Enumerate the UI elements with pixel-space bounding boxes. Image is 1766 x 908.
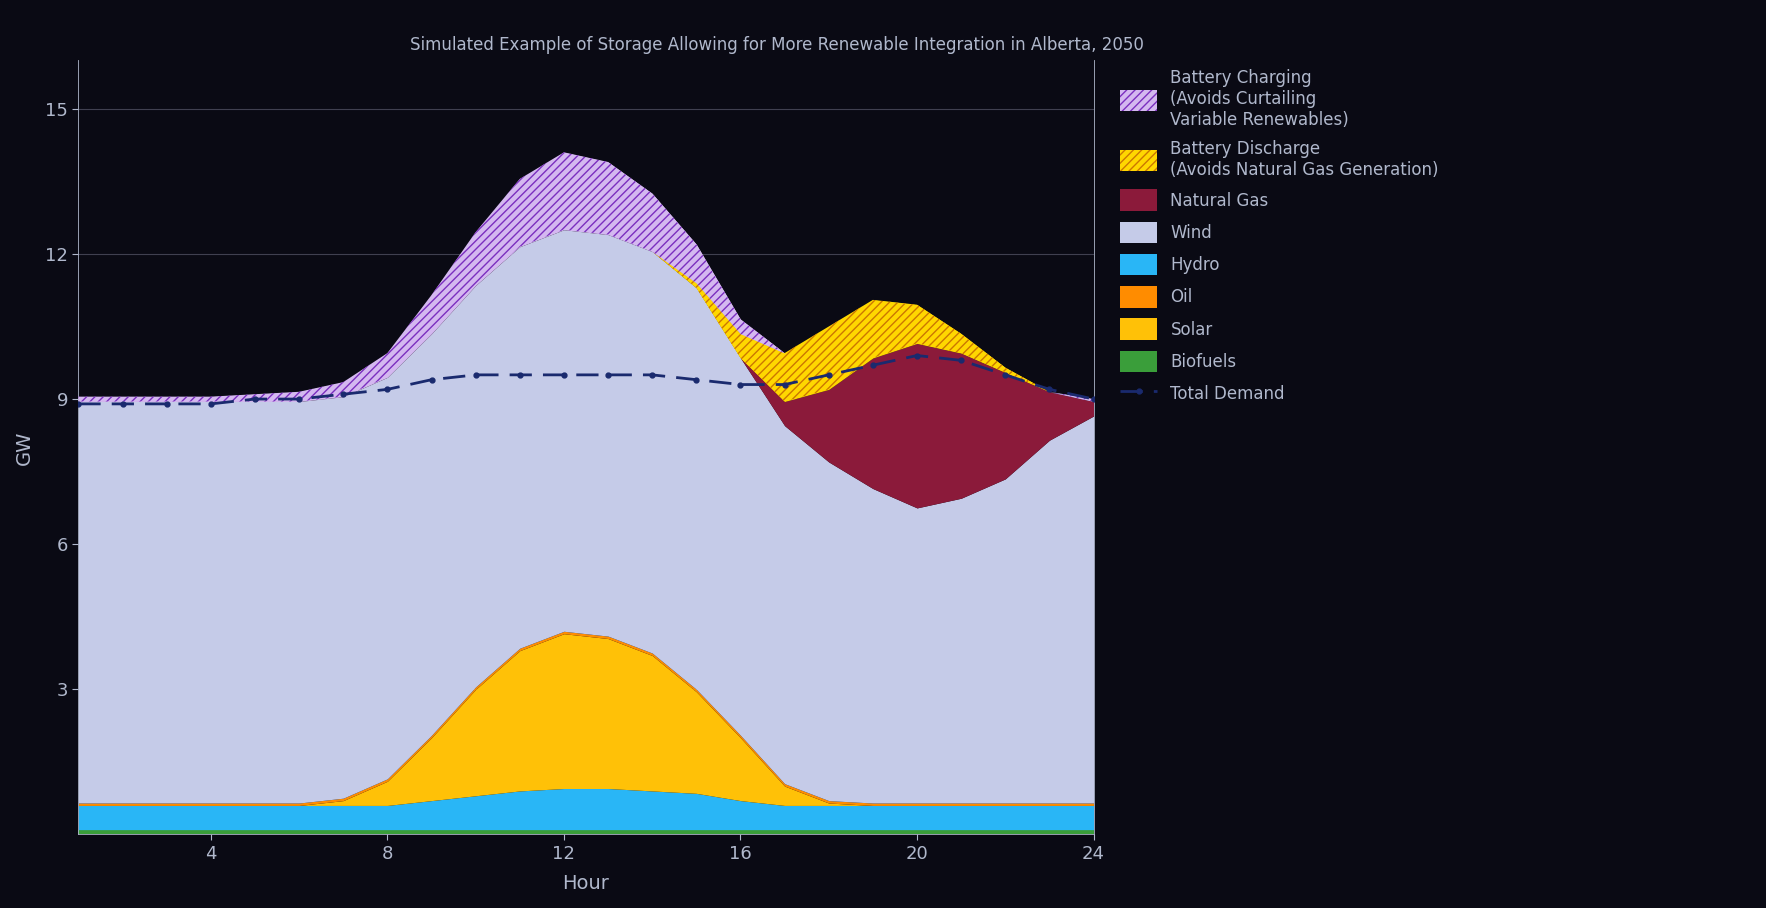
Legend: Battery Charging
(Avoids Curtailing
Variable Renewables), Battery Discharge
(Avo: Battery Charging (Avoids Curtailing Vari…: [1113, 61, 1448, 412]
Polygon shape: [78, 230, 1093, 401]
Polygon shape: [78, 153, 1093, 401]
Y-axis label: GW: GW: [14, 430, 34, 465]
Text: Simulated Example of Storage Allowing for More Renewable Integration in Alberta,: Simulated Example of Storage Allowing fo…: [410, 36, 1144, 54]
X-axis label: Hour: Hour: [563, 874, 609, 893]
